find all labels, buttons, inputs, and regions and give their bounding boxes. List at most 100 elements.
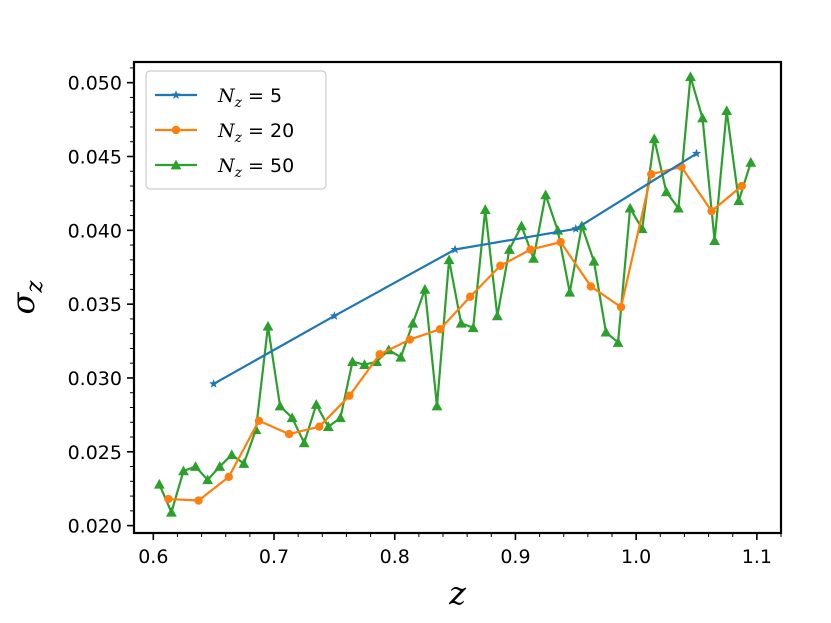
data-point xyxy=(359,359,370,370)
y-tick-label: 0.035 xyxy=(68,294,122,316)
data-point xyxy=(274,400,286,411)
legend-label: Nz = 50 xyxy=(217,155,294,181)
data-point xyxy=(672,202,684,213)
data-point xyxy=(496,261,505,270)
legend-label: Nz = 20 xyxy=(217,120,294,146)
data-point xyxy=(455,317,467,328)
y-tick-label: 0.030 xyxy=(68,368,122,390)
y-tick-label: 0.025 xyxy=(68,442,122,464)
data-point xyxy=(737,181,746,191)
data-point xyxy=(202,474,214,485)
data-point xyxy=(262,320,274,331)
x-tick-label: 1.0 xyxy=(621,546,651,568)
legend-entry: Nz = 5 xyxy=(155,85,282,111)
data-point xyxy=(697,112,708,123)
x-axis: 0.6 0.7 0.8 0.9 1.0 1.1 xyxy=(138,533,772,568)
data-point xyxy=(721,105,733,116)
data-point xyxy=(284,429,294,439)
legend-label-sub: z xyxy=(234,165,243,181)
x-tick-label: 0.7 xyxy=(259,546,289,568)
data-point xyxy=(556,237,565,247)
y-tick-label: 0.045 xyxy=(68,146,122,168)
data-point xyxy=(516,220,527,231)
data-point xyxy=(153,478,165,489)
x-tick-label: 0.8 xyxy=(380,546,410,568)
data-point xyxy=(612,337,624,347)
y-axis-label: σz xyxy=(4,280,48,315)
data-point xyxy=(431,400,443,411)
series-1 xyxy=(209,148,702,388)
data-point xyxy=(419,283,431,294)
data-point xyxy=(435,325,445,334)
data-point xyxy=(465,292,475,301)
legend-label-main: N xyxy=(217,120,236,142)
x-tick-label: 0.9 xyxy=(500,546,530,568)
legend-label-rest: = 50 xyxy=(242,155,294,177)
y-axis-label-main: σ xyxy=(4,291,42,314)
legend-entry: Nz = 20 xyxy=(155,120,294,146)
data-point xyxy=(178,465,189,476)
legend-label-main: N xyxy=(217,155,236,177)
data-point xyxy=(479,204,491,214)
legend-label: Nz = 5 xyxy=(217,85,282,111)
data-point xyxy=(586,282,596,291)
legend-label-main: N xyxy=(217,85,236,107)
legend-marker xyxy=(171,125,181,135)
data-point xyxy=(571,224,581,233)
data-point xyxy=(540,189,552,200)
plot-frame xyxy=(132,60,783,535)
data-point xyxy=(298,437,310,448)
data-point xyxy=(648,133,660,144)
data-point xyxy=(345,391,354,400)
data-point xyxy=(709,235,721,245)
data-point xyxy=(450,244,460,254)
y-axis-label-sub: z xyxy=(22,280,48,294)
data-point xyxy=(329,311,339,320)
x-tick-label: 0.6 xyxy=(138,546,168,568)
y-tick-label: 0.040 xyxy=(68,220,122,242)
data-point xyxy=(335,412,346,423)
series-3 xyxy=(153,71,757,517)
legend-marker xyxy=(170,159,182,170)
data-point xyxy=(190,461,201,471)
data-point xyxy=(660,186,672,197)
legend-marker xyxy=(171,90,181,99)
data-point xyxy=(407,317,419,328)
data-point xyxy=(443,254,455,265)
data-point xyxy=(624,202,636,213)
data-point xyxy=(214,461,226,471)
data-point xyxy=(315,422,324,431)
data-point xyxy=(588,255,600,266)
data-point xyxy=(467,322,479,333)
data-point xyxy=(405,335,415,344)
data-point xyxy=(745,157,757,167)
data-point xyxy=(254,416,264,425)
legend-entry: Nz = 50 xyxy=(155,155,294,181)
data-point xyxy=(528,252,539,263)
data-point xyxy=(166,506,177,517)
legend-box xyxy=(145,70,327,190)
legend-label-rest: = 20 xyxy=(242,120,294,142)
data-point xyxy=(209,379,219,388)
data-point xyxy=(647,170,656,179)
legend-label-rest: = 5 xyxy=(242,85,282,107)
legend-label-sub: z xyxy=(234,130,243,146)
data-point xyxy=(491,310,503,321)
series-layer xyxy=(153,71,757,517)
data-point xyxy=(286,412,298,423)
y-tick-label: 0.020 xyxy=(68,516,122,538)
data-point xyxy=(375,350,384,359)
data-point xyxy=(600,326,612,337)
data-point xyxy=(564,286,576,297)
data-point xyxy=(164,494,173,504)
data-point xyxy=(395,351,407,362)
data-point xyxy=(224,472,233,482)
series-2 xyxy=(164,162,746,505)
data-point xyxy=(504,244,515,254)
data-point xyxy=(707,206,716,216)
y-tick-label: 0.050 xyxy=(68,73,122,95)
data-point xyxy=(733,195,745,206)
data-point xyxy=(526,245,535,254)
